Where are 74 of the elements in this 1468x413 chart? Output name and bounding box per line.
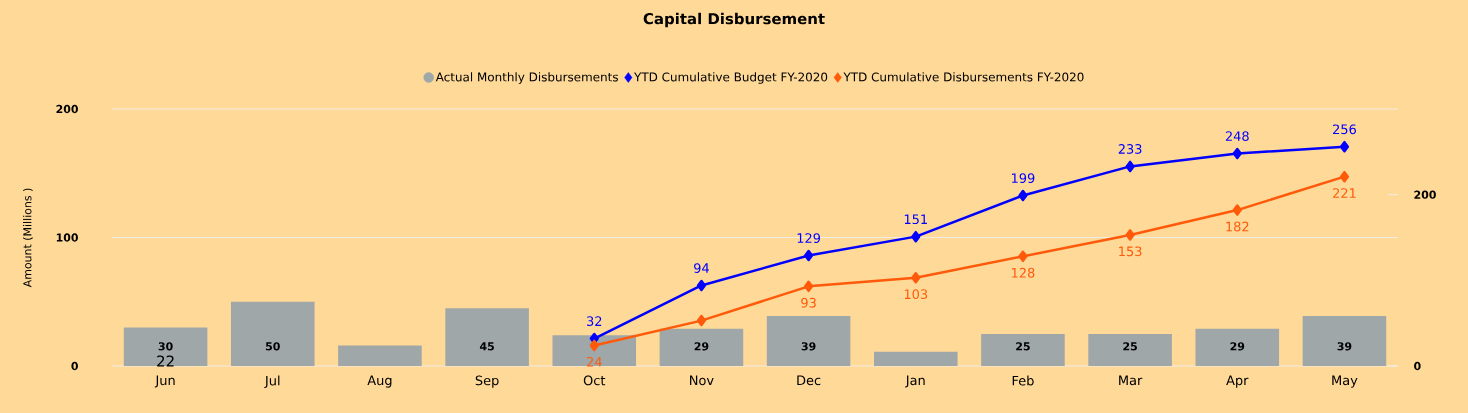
chart-title: Capital Disbursement [643, 12, 825, 28]
data-label: 182 [1226, 221, 1249, 232]
data-label: 94 [694, 263, 709, 273]
x-tick-label: Dec [797, 375, 821, 386]
data-label: 39 [1337, 342, 1352, 351]
data-label: 233 [1118, 144, 1142, 154]
bar [981, 333, 1065, 366]
bar [659, 328, 744, 366]
data-label: 199 [1012, 173, 1035, 183]
point [589, 339, 599, 352]
data-label: 248 [1225, 131, 1249, 142]
data-label: 103 [904, 289, 928, 300]
data-label: 153 [1119, 246, 1142, 257]
x-tick-label: Jul [264, 375, 280, 388]
x-tick-label: Aug [367, 375, 392, 388]
y2-tick-label: 200 [1414, 190, 1436, 199]
legend-label: YTD Cumulative Budget FY-2020 [634, 72, 828, 84]
point [911, 272, 921, 284]
point [911, 230, 921, 243]
bar [1302, 315, 1387, 366]
point [1018, 189, 1028, 202]
data-label: 25 [1016, 342, 1030, 351]
x-tick-label: Jan [905, 375, 925, 388]
data-label: 30 [158, 342, 173, 351]
bar [1195, 328, 1280, 366]
y-tick-label: 100 [56, 233, 78, 242]
point [1125, 160, 1135, 173]
point [696, 314, 707, 327]
bar [873, 351, 958, 366]
data-label: 24 [586, 356, 602, 367]
point [1339, 170, 1350, 183]
x-tick-label: Feb [1012, 375, 1034, 386]
data-label: 29 [694, 342, 709, 351]
data-label: 29 [1230, 342, 1245, 351]
bar [1088, 333, 1172, 366]
y-tick-label: 0 [71, 361, 78, 371]
legend-label: YTD Cumulative Disbursements FY-2020 [843, 72, 1084, 82]
x-tick-label: Nov [690, 375, 714, 386]
y-axis-title: Amount (Millions ) [23, 188, 33, 288]
point [803, 249, 814, 262]
y2-tick-label: 0 [1414, 361, 1421, 371]
data-label: 39 [801, 342, 816, 351]
data-label: 50 [265, 342, 280, 351]
bar [445, 308, 529, 366]
x-tick-label: Sep [475, 375, 499, 388]
x-tick-label: Oct [583, 375, 606, 386]
y-tick-label: 200 [56, 104, 78, 114]
data-label: 25 [1123, 342, 1137, 351]
point [803, 280, 814, 293]
point [1018, 250, 1028, 263]
point [1339, 140, 1350, 153]
data-label: 221 [1333, 188, 1356, 198]
legend-label: Actual Monthly Disbursements [435, 72, 618, 84]
data-label: 129 [797, 233, 821, 243]
data-label: 93 [801, 297, 816, 308]
point [1232, 147, 1242, 160]
data-label: 32 [587, 316, 602, 327]
bar [766, 315, 851, 366]
bar [230, 301, 315, 366]
data-label: 151 [904, 214, 927, 225]
data-label: 128 [1012, 267, 1035, 278]
bar [552, 335, 637, 366]
x-tick-label: May [1332, 375, 1358, 388]
annotation: 22 [157, 355, 174, 367]
data-label: 256 [1333, 124, 1356, 135]
point [1232, 204, 1242, 216]
point [1125, 229, 1135, 241]
bar [338, 345, 422, 366]
x-tick-label: Apr [1226, 375, 1249, 388]
x-tick-label: Mar [1119, 375, 1143, 386]
x-tick-label: Jun [154, 375, 175, 388]
data-label: 45 [479, 342, 494, 351]
point [696, 279, 707, 292]
bar [123, 327, 208, 366]
